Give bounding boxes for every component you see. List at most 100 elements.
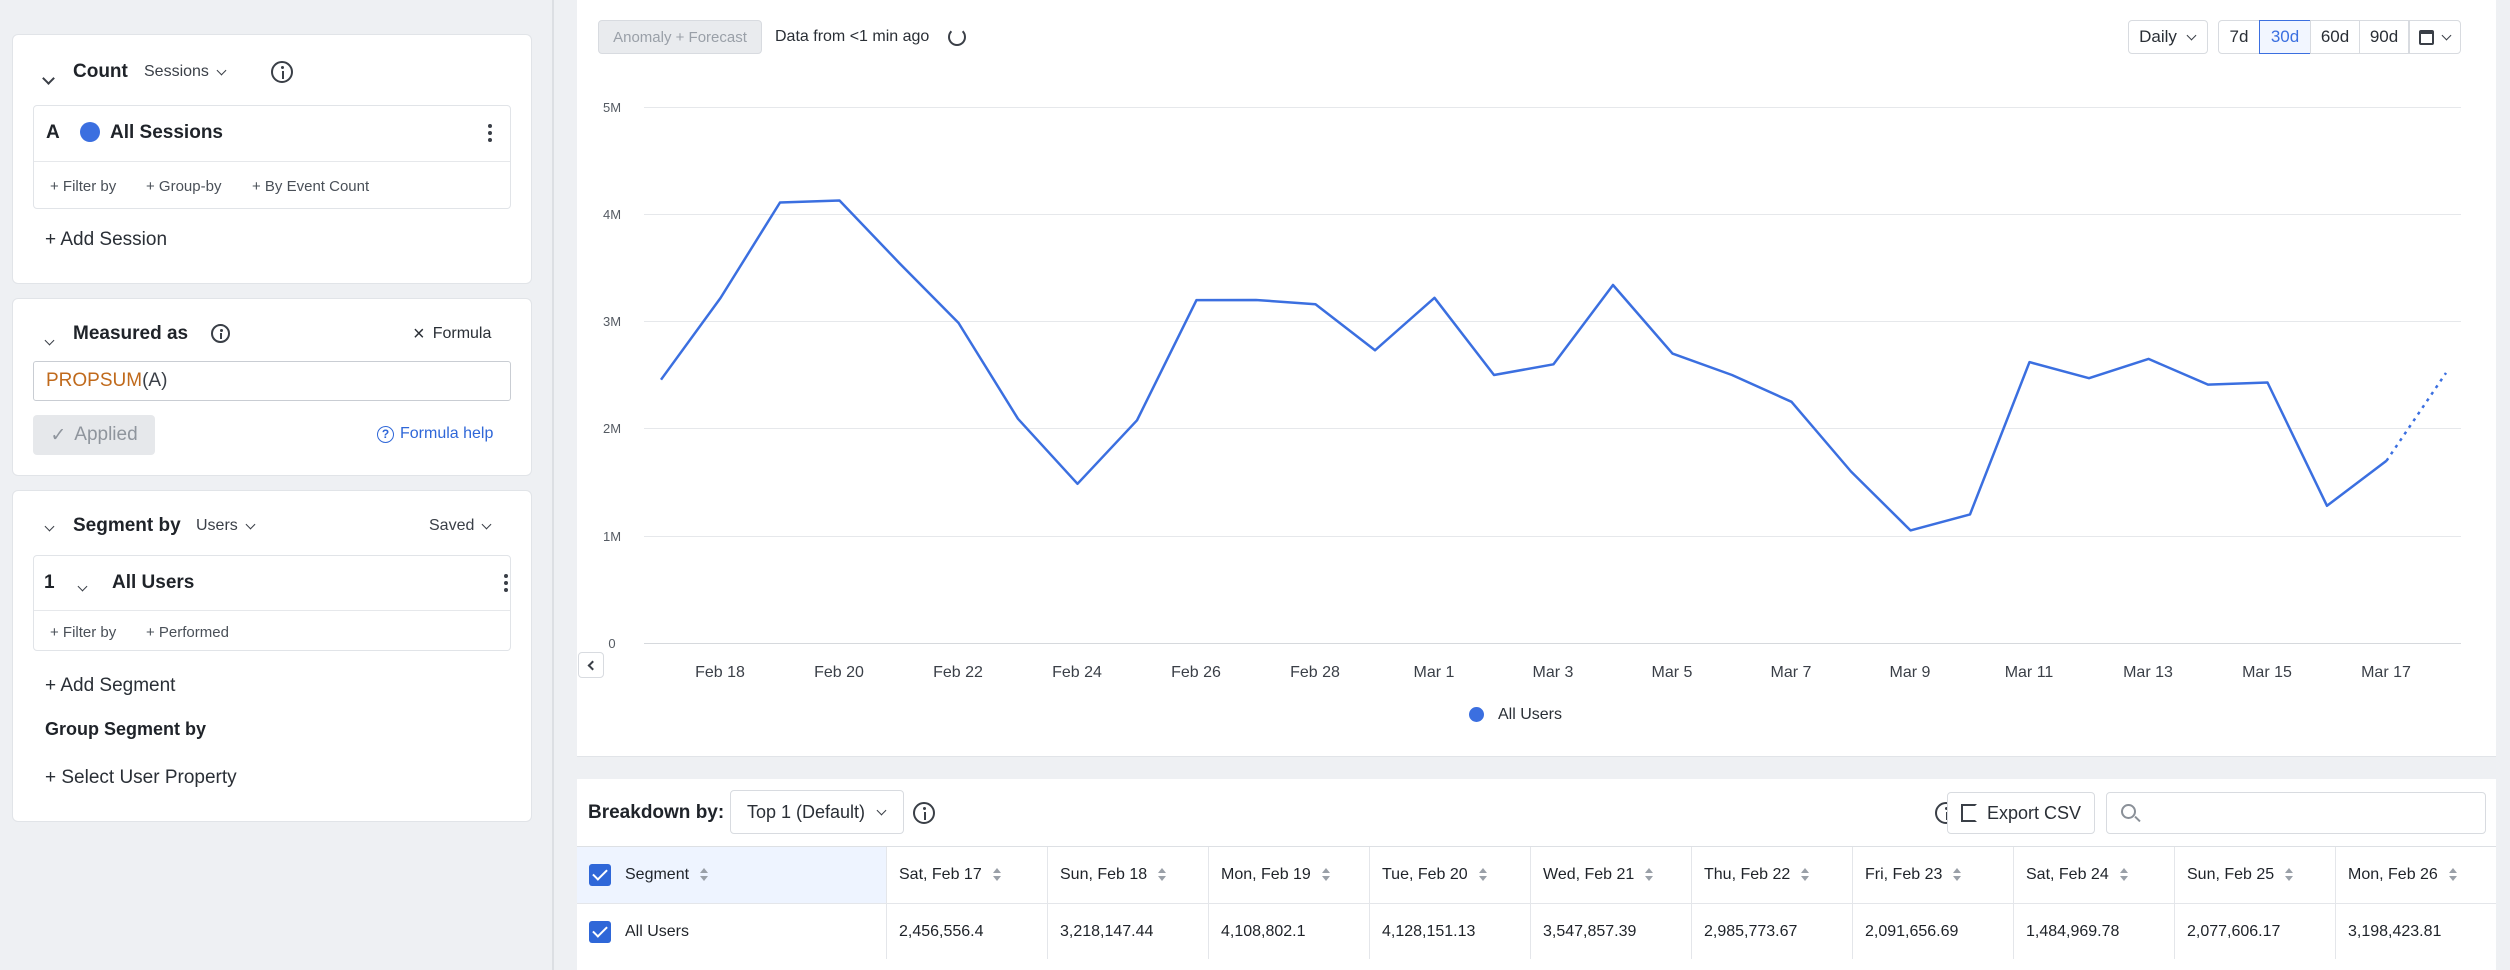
select-user-property-button[interactable]: + Select User Property [45,767,237,788]
sort-icon[interactable] [992,868,1002,882]
filter-by-link[interactable]: + Filter by [50,178,117,195]
formula-toggle-label: Formula [432,325,492,342]
event-box: A All Sessions + Filter by + Group-by + … [33,105,511,209]
sort-icon[interactable] [1952,868,1962,882]
more-options-icon[interactable] [504,574,509,592]
y-tick-label: 5M [602,100,622,115]
sort-icon[interactable] [2119,868,2129,882]
x-tick-label: Mar 3 [1532,664,1574,681]
formula-toggle[interactable]: × Formula [413,324,492,344]
column-header[interactable]: Thu, Feb 22 [1692,847,1853,903]
interval-label: Daily [2139,27,2177,46]
table-cell: 4,128,151.13 [1370,903,1531,959]
custom-date-picker[interactable] [2409,20,2461,54]
column-header-label: Mon, Feb 19 [1221,866,1311,883]
add-segment-button[interactable]: + Add Segment [45,675,176,696]
sort-icon[interactable] [1478,868,1488,882]
range-30d[interactable]: 30d [2259,20,2311,54]
select-all-checkbox[interactable] [589,864,611,886]
add-session-button[interactable]: + Add Session [45,229,168,250]
filter-by-link[interactable]: + Filter by [50,624,117,641]
count-label: Count [73,61,128,82]
column-header-label: Tue, Feb 20 [1382,866,1468,883]
column-header[interactable]: Sat, Feb 24 [2014,847,2175,903]
column-header-label: Sat, Feb 24 [2026,866,2109,883]
group-by-link[interactable]: + Group-by [146,178,222,195]
cell-value: 2,077,606.17 [2187,922,2281,940]
sort-icon[interactable] [2448,868,2458,882]
refresh-icon[interactable] [948,28,966,46]
applied-button[interactable]: ✓ Applied [33,415,155,455]
count-card: Count Sessions A All Sessions + Filter b… [12,34,532,284]
measured-card: Measured as × Formula PROPSUM (A) ✓ Appl… [12,298,532,476]
column-header[interactable]: Sun, Feb 18 [1048,847,1209,903]
formula-input[interactable]: PROPSUM (A) [33,361,511,401]
row-checkbox[interactable] [589,920,611,943]
range-60d[interactable]: 60d [2310,20,2360,54]
range-30d-label: 30d [2270,27,2300,46]
y-tick-label: 3M [602,314,622,329]
anomaly-forecast-button[interactable]: Anomaly + Forecast [598,20,762,54]
cell-value: 4,128,151.13 [1382,922,1476,940]
x-tick-label: Mar 13 [2123,664,2173,681]
x-tick-label: Mar 5 [1651,664,1693,681]
by-event-count-link[interactable]: + By Event Count [252,178,370,195]
cell-value: 3,547,857.39 [1543,922,1637,940]
x-tick-label: Feb 22 [933,664,983,681]
event-divider [34,161,510,162]
x-axis-line [644,643,2461,644]
segment-column-header[interactable]: Segment [577,847,887,903]
sort-icon[interactable] [1800,868,1810,882]
table-row-segment-cell: All Users [577,903,887,959]
table-search-input[interactable] [2106,792,2486,834]
sort-icon[interactable] [1157,868,1167,882]
x-tick-label: Mar 15 [2242,664,2292,681]
sort-icon[interactable] [1644,868,1654,882]
table-cell: 3,198,423.81 [2336,903,2496,959]
segment-index: 1 [44,572,55,593]
sort-icon[interactable] [1321,868,1331,882]
column-header[interactable]: Tue, Feb 20 [1370,847,1531,903]
series-line-all-users[interactable] [659,199,2388,532]
gridline [644,214,2461,215]
breakdown-dropdown[interactable]: Top 1 (Default) [730,790,904,834]
info-icon[interactable] [913,802,935,824]
column-header[interactable]: Sun, Feb 25 [2175,847,2336,903]
saved-segments-dropdown[interactable]: Saved [429,517,492,535]
column-header[interactable]: Wed, Feb 21 [1531,847,1692,903]
count-type-dropdown[interactable]: Sessions [144,63,227,81]
sort-icon[interactable] [699,868,709,882]
legend-dot [1469,707,1484,722]
chevron-down-icon [875,806,887,818]
column-header[interactable]: Fri, Feb 23 [1853,847,2014,903]
range-90d[interactable]: 90d [2359,20,2409,54]
segment-card: Segment by Users Saved 1 All Users + Fil… [12,490,532,822]
sort-icon[interactable] [2284,868,2294,882]
range-7d[interactable]: 7d [2218,20,2260,54]
interval-dropdown[interactable]: Daily [2128,20,2208,54]
breakdown-table: Segment Sat, Feb 17 Sun, Feb 18 Mon, Feb… [577,846,2496,959]
formula-help-link[interactable]: ? Formula help [377,425,493,443]
cell-value: 1,484,969.78 [2026,922,2120,940]
column-header[interactable]: Mon, Feb 26 [2336,847,2496,903]
more-options-icon[interactable] [488,124,492,142]
performed-link[interactable]: + Performed [146,624,229,641]
event-name[interactable]: All Sessions [110,122,223,143]
info-icon[interactable] [211,324,231,343]
segment-item-box: 1 All Users + Filter by + Performed [33,555,511,651]
legend-label[interactable]: All Users [1498,706,1563,723]
group-segment-title: Group Segment by [45,719,207,739]
row-segment-label: All Users [625,922,690,940]
scroll-left-button[interactable] [578,652,604,678]
x-tick-label: Mar 17 [2361,664,2411,681]
y-tick-label: 2M [602,421,622,436]
segment-type-dropdown[interactable]: Users [196,517,256,535]
export-csv-button[interactable]: Export CSV [1947,792,2095,834]
segment-item-name[interactable]: All Users [112,572,195,593]
column-header[interactable]: Sat, Feb 17 [887,847,1048,903]
info-icon[interactable] [271,61,294,83]
count-type-label: Sessions [144,63,209,80]
column-header[interactable]: Mon, Feb 19 [1209,847,1370,903]
chevron-left-icon [587,660,598,670]
